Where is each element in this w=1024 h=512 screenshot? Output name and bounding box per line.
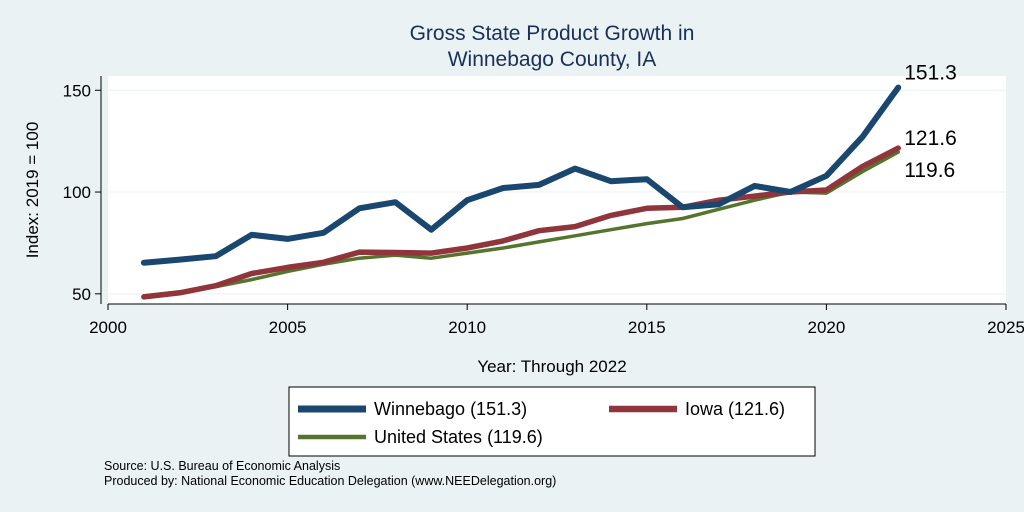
y-tick-label: 150 xyxy=(63,81,91,100)
legend-box xyxy=(288,386,816,457)
y-tick-label: 50 xyxy=(72,285,91,304)
plot-area xyxy=(108,76,1006,304)
x-axis-label: Year: Through 2022 xyxy=(477,357,626,376)
end-label-2: 119.6 xyxy=(904,159,955,182)
chart-title-line-1: Gross State Product Growth in xyxy=(410,22,695,45)
series-line-1 xyxy=(141,145,901,300)
x-tick-label: 2020 xyxy=(807,318,845,337)
x-tick-label: 2015 xyxy=(628,318,666,337)
x-tick-label: 2000 xyxy=(89,318,127,337)
x-tick-label: 2010 xyxy=(448,318,486,337)
producer-note: Produced by: National Economic Education… xyxy=(104,474,557,488)
source-note: Source: U.S. Bureau of Economic Analysis xyxy=(104,459,341,473)
series-line-0 xyxy=(140,84,902,266)
legend-label-2: United States (119.6) xyxy=(374,427,543,447)
legend-label-0: Winnebago (151.3) xyxy=(374,399,527,419)
y-tick-label: 100 xyxy=(63,183,91,202)
legend: Winnebago (151.3) Iowa (121.6) United Stat… xyxy=(288,386,816,457)
y-axis-label: Index: 2019 = 100 xyxy=(23,122,42,259)
x-tick-label: 2025 xyxy=(987,318,1024,337)
x-tick-label: 2005 xyxy=(269,318,307,337)
legend-label-1: Iowa (121.6) xyxy=(685,399,785,419)
chart-title-line-2: Winnebago County, IA xyxy=(448,48,657,71)
end-label-1: 121.6 xyxy=(904,127,957,150)
end-label-0: 151.3 xyxy=(904,62,957,85)
